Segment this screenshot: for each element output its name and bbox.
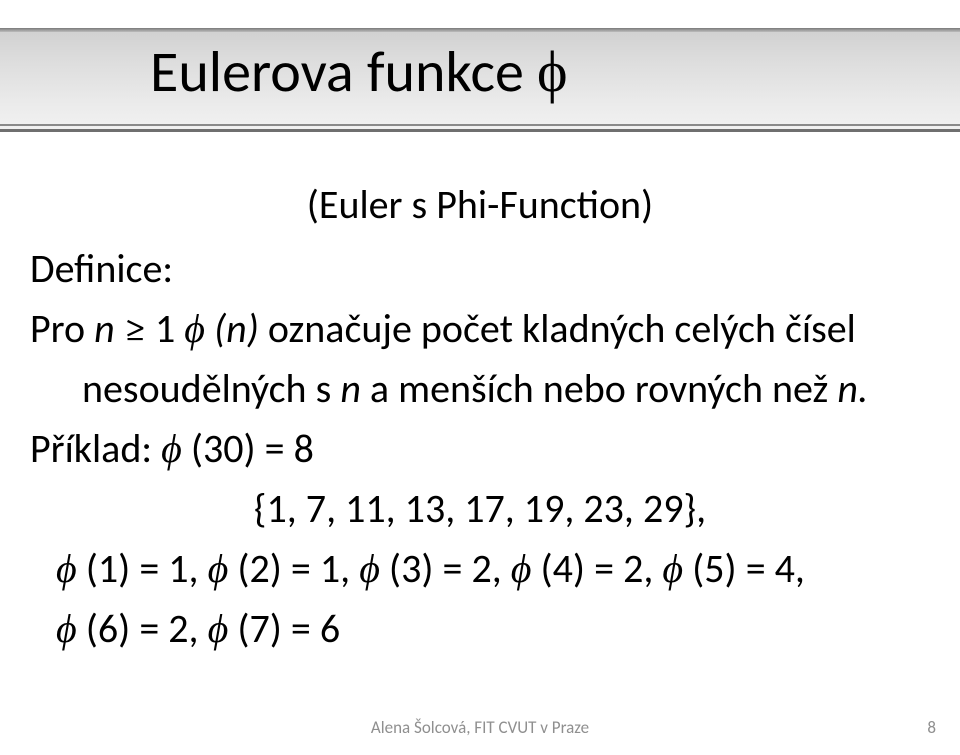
slide: Eulerova funkce ϕ (Euler s Phi-Function)… [0,0,960,755]
line-priklad: Příklad: ϕ (30) = 8 [30,419,930,479]
line-definice: Definice: [30,239,930,299]
footer-author: Alena Šolcová, FIT CVUT v Praze [0,717,960,738]
slide-body: (Euler s Phi-Function) Definice: Pro n ≥… [30,175,930,659]
phi-1-c: ϕ [208,546,229,592]
line-set: {1, 7, 11, 13, 17, 19, 23, 29}, [30,479,930,539]
title-bar: Eulerova funkce ϕ [0,28,960,132]
title-bar-bottom-border-1 [0,124,960,126]
title-main: Eulerova funkce [150,36,524,107]
priklad-phi: ϕ [161,426,182,472]
phi-2-d: (7) = 6 [228,604,340,653]
phi-1-g: ϕ [511,546,532,592]
phi-2-b: (6) = 2, [77,604,208,653]
phi-1-h: (4) = 2, [531,544,662,593]
indent-n2: n. [837,364,868,413]
line-phi-list-2: ϕ (6) = 2, ϕ (7) = 6 [30,599,930,659]
pro-paren: (n) [205,304,259,353]
footer-page-number: 8 [927,717,936,738]
pro-phi: ϕ [184,306,205,352]
line-indent: nesoudělných s n a menších nebo rovných … [30,359,930,419]
phi-2-a: ϕ [56,606,77,652]
indent-prefix: nesoudělných s [82,364,340,413]
priklad-rest: (30) = 8 [182,424,314,473]
pro-prefix: Pro [30,304,94,353]
priklad-prefix: Příklad: [30,424,161,473]
title-bar-bottom-border-2 [0,129,960,132]
pro-geq: ≥ [124,306,146,352]
title-bar-top-border [0,28,960,32]
pro-one: 1 [155,304,184,353]
phi-1-e: ϕ [359,546,380,592]
phi-1-j: (5) = 4, [683,544,805,593]
phi-1-i: ϕ [662,546,683,592]
footer: Alena Šolcová, FIT CVUT v Praze 8 [0,717,960,741]
phi-2-c: ϕ [208,606,229,652]
slide-title: Eulerova funkce ϕ [150,36,568,107]
phi-1-b: (1) = 1, [77,544,208,593]
subtitle: (Euler s Phi-Function) [30,175,930,235]
line-pro: Pro n ≥ 1 ϕ (n) označuje počet kladných … [30,299,930,359]
phi-1-d: (2) = 1, [228,544,359,593]
pro-rest: označuje počet kladných celých čísel [259,304,856,353]
title-phi-symbol: ϕ [537,39,568,106]
pro-n: n [94,304,115,353]
phi-1-f: (3) = 2, [380,544,511,593]
line-phi-list-1: ϕ (1) = 1, ϕ (2) = 1, ϕ (3) = 2, ϕ (4) =… [30,539,930,599]
phi-1-a: ϕ [56,546,77,592]
indent-n: n [340,364,361,413]
indent-mid: a menších nebo rovných než [361,364,837,413]
